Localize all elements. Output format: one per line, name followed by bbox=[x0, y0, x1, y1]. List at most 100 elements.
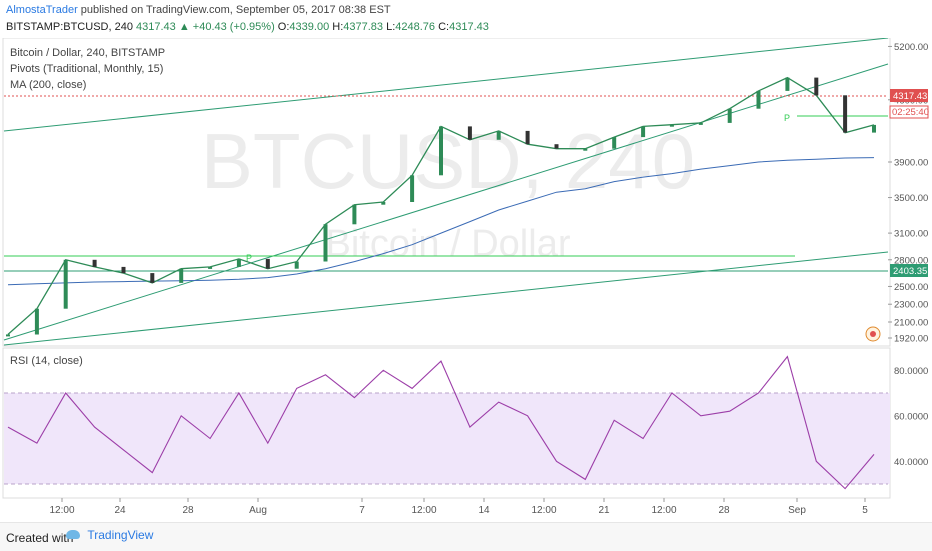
time-tick-label: 5 bbox=[862, 505, 868, 516]
price-tick-label: 2300.00 bbox=[894, 300, 928, 311]
high-value: 4377.83 bbox=[343, 21, 384, 33]
candle bbox=[612, 137, 617, 149]
footer: Created with TradingView bbox=[0, 522, 932, 551]
candle bbox=[641, 126, 646, 138]
candle bbox=[410, 175, 415, 202]
event-flag-dot-icon bbox=[870, 331, 876, 337]
ohlc-line: BITSTAMP:BTCUSD, 240 4317.43 ▲ +40.43 (+… bbox=[6, 21, 489, 33]
watermark-name: Bitcoin / Dollar bbox=[326, 223, 571, 265]
candle bbox=[352, 204, 357, 225]
candle bbox=[843, 95, 848, 133]
countdown-text: 02:25:40 bbox=[892, 107, 929, 118]
last-price-tag-text: 4317.43 bbox=[893, 91, 927, 102]
trendline-lower bbox=[3, 251, 889, 346]
open-value: 4339.00 bbox=[289, 21, 330, 33]
candle bbox=[698, 122, 703, 125]
candle bbox=[121, 266, 126, 274]
time-tick-label: 12:00 bbox=[411, 505, 436, 516]
pivot-price-text: 2403.35 bbox=[893, 266, 927, 277]
time-tick-label: 21 bbox=[598, 505, 610, 516]
candle bbox=[294, 261, 299, 269]
time-axis: 12:00 24 28 Aug 7 12:00 14 12:00 21 12:00 28 Sep 5 bbox=[49, 498, 868, 516]
author-link[interactable]: AlmostaTrader bbox=[6, 4, 78, 16]
rsi-tick-label: 80.0000 bbox=[894, 366, 928, 377]
publish-info: published on TradingView.com, September … bbox=[80, 4, 391, 16]
legend-symbol: Bitcoin / Dollar, 240, BITSTAMP bbox=[10, 47, 165, 59]
price-tick-label: 3100.00 bbox=[894, 229, 928, 240]
candle bbox=[814, 77, 819, 96]
time-tick-label: 28 bbox=[718, 505, 730, 516]
time-tick-label: 12:00 bbox=[49, 505, 74, 516]
candle bbox=[554, 144, 559, 149]
price-tick-label: 2100.00 bbox=[894, 318, 928, 329]
time-tick-label: Sep bbox=[788, 505, 806, 516]
rsi-axis: 80.0000 60.0000 40.0000 bbox=[894, 366, 928, 468]
price-change: +40.43 (+0.95%) bbox=[192, 21, 275, 33]
candle bbox=[63, 259, 68, 309]
trendline-middle bbox=[3, 63, 889, 341]
candle bbox=[583, 148, 588, 151]
candle bbox=[872, 124, 876, 133]
created-with-label: Created with bbox=[6, 531, 74, 545]
watermark-symbol: BTCUSD, 240 bbox=[201, 117, 695, 205]
candle bbox=[323, 224, 328, 262]
rsi-tick-label: 60.0000 bbox=[894, 411, 928, 422]
time-tick-label: 7 bbox=[359, 505, 365, 516]
time-tick-label: 24 bbox=[114, 505, 126, 516]
candle bbox=[439, 126, 443, 176]
up-arrow-icon: ▲ bbox=[178, 21, 190, 33]
rsi-line bbox=[7, 355, 875, 490]
legend-rsi: RSI (14, close) bbox=[10, 355, 83, 367]
close-label: C: bbox=[438, 21, 450, 33]
time-tick-label: 12:00 bbox=[531, 505, 556, 516]
pivot-price-tag bbox=[890, 264, 928, 277]
price-tick-label: 2500.00 bbox=[894, 282, 928, 293]
candle bbox=[525, 130, 530, 145]
candle bbox=[208, 266, 213, 269]
price-tick-label: 2800.00 bbox=[894, 255, 928, 266]
price-tick-label: 3900.00 bbox=[894, 158, 928, 169]
candle bbox=[92, 259, 97, 267]
open-label: O: bbox=[277, 21, 290, 33]
last-price: 4317.43 bbox=[136, 21, 176, 33]
tradingview-cloud-icon bbox=[66, 530, 80, 540]
price-tick-label: 5200.00 bbox=[894, 42, 928, 53]
candle bbox=[756, 90, 761, 109]
countdown-tag bbox=[889, 105, 929, 119]
tradingview-brand-link[interactable]: TradingView bbox=[66, 527, 153, 542]
rsi-band bbox=[4, 393, 890, 484]
pivot-mark-p2: P bbox=[784, 113, 790, 123]
chart-header: AlmostaTrader published on TradingView.c… bbox=[0, 0, 932, 38]
rsi-tick-label: 40.0000 bbox=[894, 457, 928, 468]
tradingview-brand-text: TradingView bbox=[87, 527, 154, 542]
candle bbox=[179, 268, 184, 283]
chart-area[interactable]: BTCUSD, 240 Bitcoin / Dollar Bitcoin / D… bbox=[0, 38, 932, 522]
close-value: 4317.43 bbox=[449, 21, 489, 33]
price-tick-label: 3500.00 bbox=[894, 193, 928, 204]
time-tick-label: 28 bbox=[182, 505, 194, 516]
candle bbox=[496, 130, 501, 140]
legend-ma: MA (200, close) bbox=[10, 79, 86, 91]
candle bbox=[265, 258, 270, 269]
candle bbox=[150, 273, 155, 283]
low-value: 4248.76 bbox=[395, 21, 436, 33]
time-tick-label: 12:00 bbox=[651, 505, 676, 516]
high-label: H: bbox=[332, 21, 344, 33]
candle bbox=[236, 258, 241, 267]
candle bbox=[669, 124, 674, 127]
candle bbox=[6, 334, 10, 337]
symbol-label: BITSTAMP:BTCUSD, 240 bbox=[6, 21, 133, 33]
price-tick-label: 1920.00 bbox=[894, 334, 928, 345]
pivot-mark-p1: P bbox=[246, 253, 252, 263]
candle bbox=[467, 126, 472, 140]
candle bbox=[381, 202, 386, 205]
time-tick-label: Aug bbox=[249, 505, 267, 516]
low-label: L: bbox=[386, 21, 396, 33]
trendline-upper bbox=[3, 38, 889, 132]
candle bbox=[727, 108, 732, 123]
publish-line: AlmostaTrader published on TradingView.c… bbox=[6, 4, 391, 16]
legend-pivots: Pivots (Traditional, Monthly, 15) bbox=[10, 63, 163, 75]
price-axis: 5200.004600.003900.003500.003100.002800.… bbox=[888, 42, 928, 345]
time-tick-label: 14 bbox=[478, 505, 490, 516]
candle bbox=[34, 308, 39, 335]
